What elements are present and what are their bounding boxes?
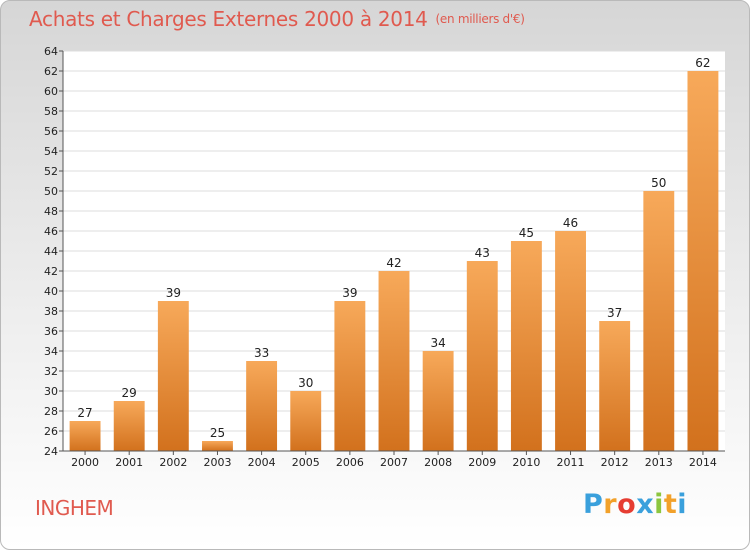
data-label-2012: 37 <box>607 306 622 320</box>
bar-2003 <box>202 441 233 451</box>
data-label-2003: 25 <box>210 426 225 440</box>
bar-2004 <box>246 361 278 451</box>
bar-2007 <box>378 271 410 451</box>
y-tick-label: 28 <box>44 405 58 418</box>
logo-letter: i <box>654 489 664 520</box>
chart-title: Achats et Charges Externes 2000 à 2014 (e… <box>29 7 525 31</box>
data-label-2008: 34 <box>430 336 445 350</box>
bar-2013 <box>643 191 675 451</box>
y-tick-label: 44 <box>44 245 58 258</box>
x-tick-label: 2008 <box>424 456 452 469</box>
y-tick-label: 56 <box>44 125 58 138</box>
data-label-2004: 33 <box>254 346 269 360</box>
y-tick-label: 52 <box>44 165 58 178</box>
x-tick-label: 2004 <box>248 456 276 469</box>
data-label-2011: 46 <box>563 216 578 230</box>
bar-2008 <box>422 351 454 451</box>
bar-2001 <box>113 401 145 451</box>
y-tick-label: 62 <box>44 65 58 78</box>
bar-2009 <box>466 261 498 451</box>
x-tick-label: 2007 <box>380 456 408 469</box>
x-tick-label: 2010 <box>512 456 540 469</box>
bar-2011 <box>555 231 586 451</box>
x-tick-label: 2000 <box>71 456 99 469</box>
x-tick-label: 2013 <box>645 456 673 469</box>
y-tick-label: 48 <box>44 205 58 218</box>
data-label-2001: 29 <box>122 386 137 400</box>
x-tick-label: 2006 <box>336 456 364 469</box>
bar-2002 <box>157 301 189 451</box>
data-label-2005: 30 <box>298 376 313 390</box>
y-tick-label: 38 <box>44 305 58 318</box>
data-label-2007: 42 <box>386 256 401 270</box>
y-tick-label: 64 <box>44 45 58 58</box>
data-label-2010: 45 <box>519 226 534 240</box>
bars <box>69 71 719 451</box>
y-tick-label: 54 <box>44 145 58 158</box>
x-tick-label: 2011 <box>557 456 585 469</box>
data-label-2006: 39 <box>342 286 357 300</box>
data-label-2000: 27 <box>77 406 92 420</box>
y-tick-label: 50 <box>44 185 58 198</box>
data-label-2009: 43 <box>475 246 490 260</box>
x-tick-label: 2012 <box>601 456 629 469</box>
y-tick-label: 32 <box>44 365 58 378</box>
bar-2012 <box>599 321 631 451</box>
logo-letter: i <box>677 489 688 520</box>
y-tick-label: 58 <box>44 105 58 118</box>
x-tick-label: 2014 <box>689 456 717 469</box>
y-tick-label: 60 <box>44 85 58 98</box>
data-label-2002: 39 <box>166 286 181 300</box>
y-tick-label: 34 <box>44 345 58 358</box>
chart-unit: (en milliers d'€) <box>435 12 525 26</box>
x-tick-label: 2001 <box>115 456 143 469</box>
y-tick-label: 42 <box>44 265 58 278</box>
chart-title-text: Achats et Charges Externes 2000 à 2014 <box>29 7 428 31</box>
data-label-2013: 50 <box>651 176 666 190</box>
y-tick-label: 30 <box>44 385 58 398</box>
x-tick-label: 2005 <box>292 456 320 469</box>
logo-letter: o <box>617 489 637 520</box>
axes: 24 26 28 30 32 34 36 38 40 42 44 46 48 50 52 54 56 58 60 62… <box>44 45 725 469</box>
proxiti-logo: Proxiti <box>583 489 687 520</box>
x-tick-label: 2009 <box>468 456 496 469</box>
bar-2010 <box>510 241 542 451</box>
logo-letter: t <box>663 489 678 520</box>
y-tick-label: 26 <box>44 425 58 438</box>
commune-name: INGHEM <box>35 496 114 520</box>
y-tick-label: 36 <box>44 325 58 338</box>
bar-2006 <box>334 301 366 451</box>
bar-2005 <box>290 391 322 451</box>
data-label-2014: 62 <box>695 56 710 70</box>
x-tick-label: 2002 <box>159 456 187 469</box>
x-tick-label: 2003 <box>203 456 231 469</box>
bar-2014 <box>687 71 719 451</box>
y-tick-label: 46 <box>44 225 58 238</box>
logo-letter: x <box>636 489 655 520</box>
logo-letter: r <box>603 489 618 520</box>
bar-2000 <box>69 421 101 451</box>
y-tick-label: 24 <box>44 445 58 458</box>
data-labels: 27 29 39 25 33 30 39 42 34 43 45 46 37 50 62 <box>77 56 710 440</box>
y-tick-label: 40 <box>44 285 58 298</box>
logo-letter: P <box>583 489 604 520</box>
